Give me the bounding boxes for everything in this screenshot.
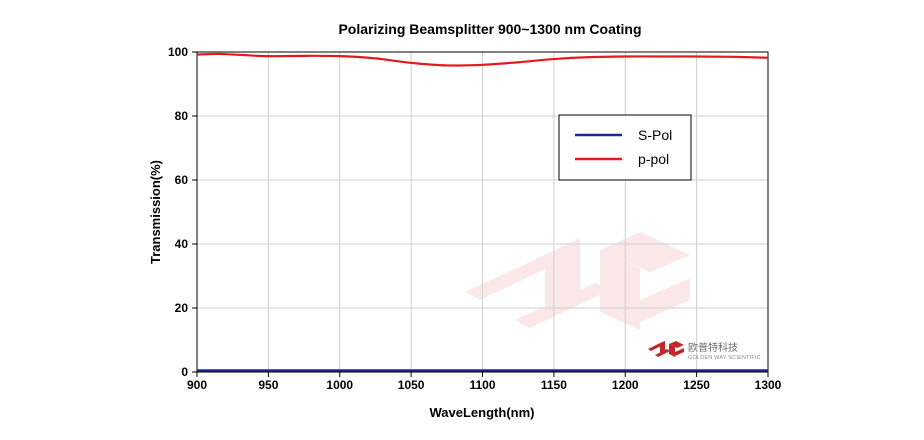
series-line-p-pol (196, 52, 769, 67)
x-tick-label: 950 (258, 378, 278, 392)
series-layer (196, 52, 769, 372)
x-tick-label: 1200 (612, 378, 639, 392)
brand-name-cn: 欧普特科技 (688, 341, 738, 354)
y-tick-label: 60 (175, 173, 189, 187)
x-tick-label: 1250 (683, 378, 710, 392)
x-tick-label: 1050 (398, 378, 425, 392)
y-tick-label: 0 (181, 365, 188, 379)
x-tick-label: 1100 (469, 378, 495, 392)
y-axis-label: Transmission(%) (148, 160, 163, 264)
x-tick-label: 900 (187, 378, 207, 392)
golden-way-logo-icon (648, 341, 684, 357)
brand: 欧普特科技 GOLDEN WAY SCIENTIFIC (648, 341, 761, 361)
legend-box (558, 114, 692, 181)
legend-label-p-pol: p-pol (638, 151, 669, 167)
y-tick-label: 100 (168, 45, 188, 59)
brand-name-en: GOLDEN WAY SCIENTIFIC (688, 355, 761, 361)
grid (197, 52, 768, 372)
y-tick-label: 40 (175, 237, 189, 251)
legend-label-s-pol: S-Pol (638, 127, 672, 143)
x-tick-label: 1150 (541, 378, 567, 392)
x-axis-label: WaveLength(nm) (430, 405, 535, 420)
y-tick-label: 20 (175, 301, 189, 315)
watermark-logo-icon (465, 232, 690, 330)
chart-title: Polarizing Beamsplitter 900~1300 nm Coat… (338, 21, 641, 37)
x-tick-label: 1000 (326, 378, 353, 392)
legend: S-Pol p-pol (558, 114, 692, 181)
y-tick-label: 80 (175, 109, 189, 123)
axis-ticks: 900 950 1000 1050 1100 1150 1200 1250 1300 0 20 40 6… (168, 45, 782, 392)
x-tick-label: 1300 (755, 378, 782, 392)
